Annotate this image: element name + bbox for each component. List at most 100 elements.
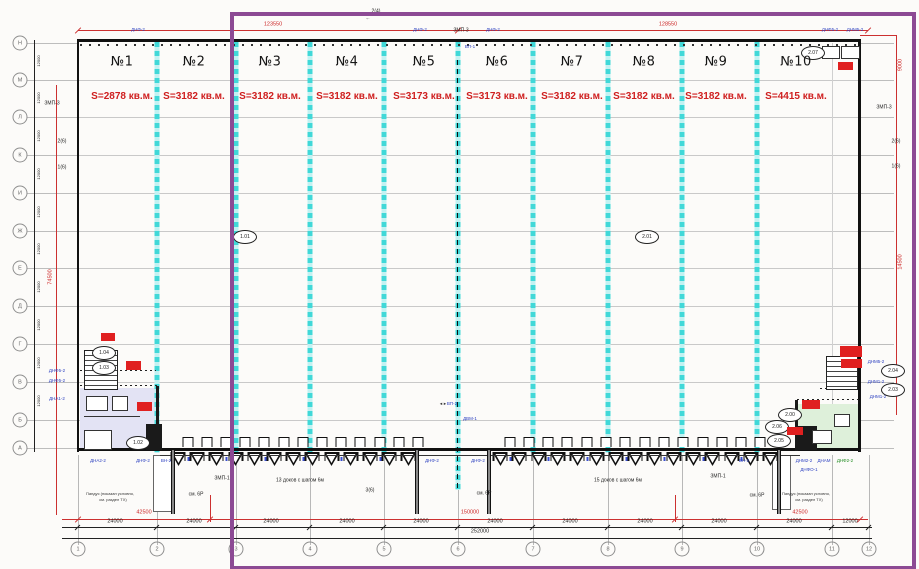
grid-bubble-col: 4 bbox=[302, 541, 318, 557]
annotation-text: 150000 bbox=[460, 509, 480, 516]
dock-right bbox=[762, 452, 779, 472]
dock-notch bbox=[735, 437, 747, 447]
red-dim-line-left bbox=[56, 85, 57, 515]
left-room-box-1 bbox=[86, 396, 108, 411]
partition-line-center-ext bbox=[455, 448, 461, 490]
grid-row-ext-left bbox=[27, 344, 78, 345]
center-axis-dashed-line bbox=[457, 60, 458, 490]
annotation-text: ДНА1-2 bbox=[49, 395, 65, 401]
dock-notch bbox=[258, 437, 270, 447]
red-marker bbox=[787, 427, 803, 435]
grid-bubble-col: 2 bbox=[149, 541, 165, 557]
partition-line bbox=[530, 42, 536, 453]
bottom-dim-chain-1 bbox=[62, 527, 872, 528]
grid-row-line bbox=[79, 231, 859, 232]
total-dim-label: 252000 bbox=[470, 528, 490, 535]
dock-right bbox=[663, 452, 682, 472]
dock-notch bbox=[658, 437, 670, 447]
dock-left bbox=[187, 452, 206, 472]
building-top-wall bbox=[78, 39, 860, 42]
grid-bubble-row: Е bbox=[12, 260, 28, 276]
left-room-line bbox=[84, 416, 140, 417]
bottom-dim-chain-2 bbox=[62, 538, 872, 539]
left-dotted-wall-2 bbox=[80, 370, 156, 371]
grid-bubble-row: Н bbox=[12, 35, 28, 51]
annotation-text: ДНФ2-2 bbox=[836, 457, 854, 463]
grid-col-ext bbox=[832, 455, 833, 545]
annotation-text: ДНА2-2 bbox=[90, 457, 106, 463]
right-dotted-wall bbox=[797, 399, 859, 400]
dock-notch bbox=[239, 437, 251, 447]
grid-bubble-col: 9 bbox=[674, 541, 690, 557]
grid-bubble-row: Д bbox=[12, 298, 28, 314]
right-room-wall bbox=[795, 400, 798, 451]
dock-notch bbox=[412, 437, 424, 447]
annotation-text: ДНФ-2 bbox=[471, 457, 485, 463]
grid-bubble-col: 1 bbox=[70, 541, 86, 557]
dock-right bbox=[740, 452, 759, 472]
row-dim-label: 12000 bbox=[36, 92, 41, 104]
annotation-text: 13 доков с шагом 6м bbox=[276, 477, 324, 484]
annotation-text: ВП-2 bbox=[446, 400, 458, 406]
grid-row-ext-right bbox=[861, 117, 894, 118]
row-dim-label: 12000 bbox=[36, 243, 41, 255]
annotation-text: ВП-1 bbox=[464, 43, 476, 49]
section-number: №10 bbox=[780, 54, 812, 70]
room-label-ellipse: 1.01 bbox=[233, 230, 257, 244]
grid-col-inner-line bbox=[832, 43, 833, 448]
dock-notch bbox=[619, 437, 631, 447]
dock-right bbox=[646, 452, 663, 472]
annotation-text: см. 6Р bbox=[476, 490, 492, 497]
partition-line bbox=[455, 42, 461, 453]
room-label-ellipse: 1.03 bbox=[92, 361, 116, 375]
grid-col-ext bbox=[458, 455, 459, 545]
annotation-text: ДНФ5-2 bbox=[821, 26, 839, 32]
dock-left bbox=[362, 452, 379, 472]
section-number: №3 bbox=[258, 54, 282, 70]
col-dim-label: 24000 bbox=[263, 518, 279, 525]
annotation-text: ДНФ-2 bbox=[131, 26, 145, 32]
dock-right bbox=[723, 452, 740, 472]
annotation-text: 3(6) bbox=[365, 487, 375, 494]
annotation-text: ДНМ1-2 bbox=[869, 393, 887, 399]
red-dim-tick bbox=[864, 27, 872, 34]
grid-row-line bbox=[79, 420, 859, 421]
grid-bubble-row: К bbox=[12, 147, 28, 163]
red-marker bbox=[137, 402, 152, 411]
room-label-ellipse: 2.07 bbox=[801, 46, 825, 60]
room-label-ellipse: 1.04 bbox=[92, 346, 116, 360]
grid-row-ext-right bbox=[861, 382, 894, 383]
annotation-text: 2(4) bbox=[371, 8, 381, 15]
room-label-ellipse: 2.06 bbox=[765, 420, 789, 434]
grid-bubble-col: 7 bbox=[525, 541, 541, 557]
section-area: S=3173 кв.м. bbox=[466, 91, 528, 102]
grid-col-ext bbox=[869, 455, 870, 545]
annotation-text: ДНМ1-2 bbox=[867, 378, 885, 384]
dock-notch bbox=[581, 437, 593, 447]
room-label-ellipse: 2.00 bbox=[778, 408, 802, 422]
annotation-text: см. раздел ТХ) bbox=[99, 497, 127, 502]
grid-row-ext-right bbox=[861, 268, 894, 269]
grid-col-ext bbox=[384, 455, 385, 545]
grid-bubble-row: В bbox=[12, 374, 28, 390]
room-label-ellipse: 2.03 bbox=[881, 383, 905, 397]
grid-row-line bbox=[79, 193, 859, 194]
grid-col-ext bbox=[608, 455, 609, 545]
annotation-text: ← bbox=[365, 15, 371, 22]
room-label-ellipse: 1.02 bbox=[126, 436, 150, 450]
col-dim-label: 24000 bbox=[339, 518, 355, 525]
grid-bubble-col: 6 bbox=[450, 541, 466, 557]
grid-row-ext-right bbox=[861, 193, 894, 194]
dock-right bbox=[492, 452, 509, 472]
grid-bubble-row: М bbox=[12, 72, 28, 88]
section-number: №6 bbox=[485, 54, 509, 70]
ramp-wall-2 bbox=[415, 450, 419, 514]
grid-row-line bbox=[79, 155, 859, 156]
annotation-text: 74500 bbox=[47, 269, 54, 285]
dock-left bbox=[323, 452, 340, 472]
grid-row-ext-left bbox=[27, 306, 78, 307]
dock-notch bbox=[697, 437, 708, 447]
dock-notch bbox=[374, 437, 385, 447]
section-area: S=3182 кв.м. bbox=[685, 91, 747, 102]
